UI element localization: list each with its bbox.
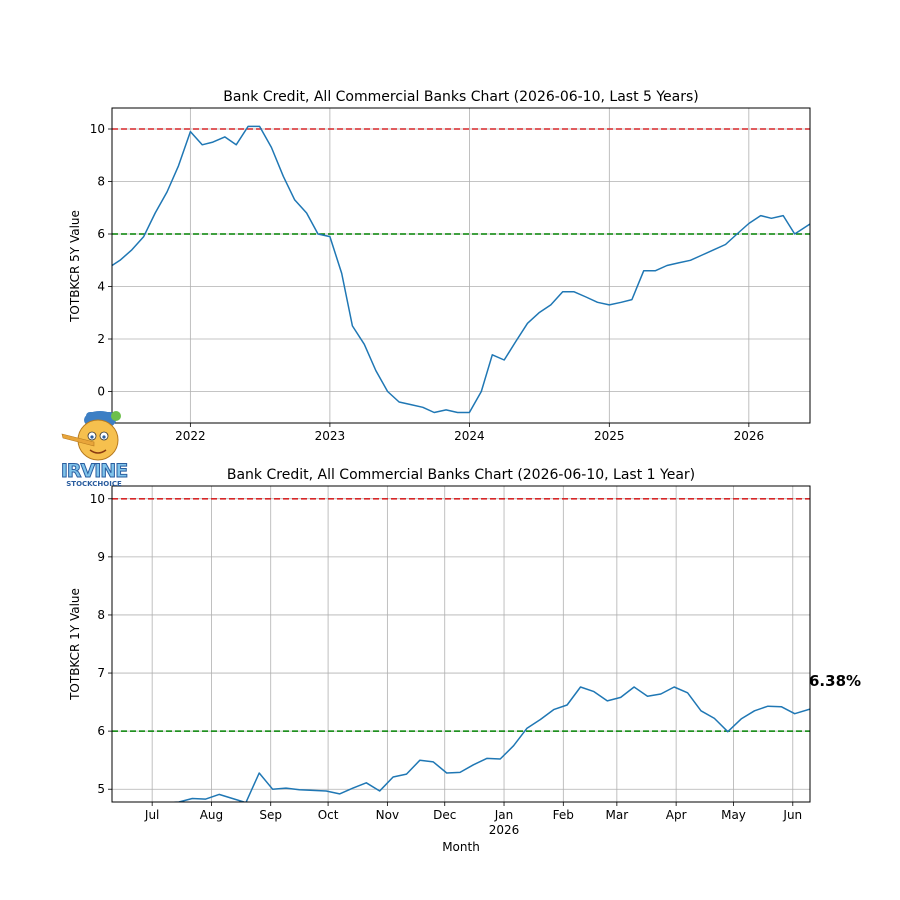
y-axis-label-5y: TOTBKCR 5Y Value [68,210,82,323]
x-tick-label-1y: Jan [494,808,514,822]
y-tick-label-5y: 6 [97,227,105,241]
x-tick-label-1y: Feb [553,808,574,822]
x-tick-label-1y: Sep [259,808,282,822]
y-tick-label-1y: 10 [90,492,105,506]
series-1y [164,686,810,802]
chart-title-1y: Bank Credit, All Commercial Banks Chart … [227,467,695,483]
series-5y [112,125,810,414]
x-tick-label-1y: May [721,808,746,822]
plot-frame-1y [111,485,811,803]
x-tick-label-5y: 2022 [175,429,206,443]
x-tick-label-1y: Jun [782,808,802,822]
chart-5y: 2022 2023 2024 2025 2026 0 2 4 6 8 10 Bank Credit,… [68,89,811,443]
series-line-1y [164,686,810,802]
y-tick-label-1y: 6 [97,724,105,738]
x-tick-label-5y: 2026 [734,429,765,443]
logo-wordmark: IRVINE [60,460,128,483]
y-tick-label-5y: 2 [97,332,105,346]
chart-title-5y: Bank Credit, All Commercial Banks Chart … [223,89,699,105]
x-tick-label-1y: Aug [200,808,223,822]
y-axis-label-1y: TOTBKCR 1Y Value [68,588,82,701]
reference-lines-1y [112,497,810,732]
plot-frame-5y [111,107,811,424]
y-tick-label-5y: 0 [97,385,105,399]
series-line-5y [112,125,810,414]
x-tick-label-1y: Nov [376,808,399,822]
y-tick-label-1y: 8 [97,608,105,622]
x-tick-sublabel-1y: 2026 [489,823,520,837]
reference-lines-5y [112,128,810,235]
x-tick-label-1y: Mar [606,808,629,822]
x-tick-label-1y: Dec [433,808,456,822]
logo-subtext: STOCKCHOICE [66,480,122,488]
last-value-annotation: 6.38% [809,672,861,690]
pinocchio-mascot-logo [61,411,121,461]
x-tick-label-1y: Oct [318,808,339,822]
y-tick-label-5y: 8 [97,175,105,189]
x-tick-label-5y: 2024 [454,429,485,443]
x-tick-label-1y: Apr [666,808,687,822]
plot-area-5y [112,108,810,423]
x-tick-label-5y: 2023 [315,429,346,443]
y-tick-label-5y: 4 [97,280,105,294]
y-tick-label-1y: 5 [97,782,105,796]
x-tick-label-1y: Jul [144,808,159,822]
plot-area-1y [112,486,810,802]
x-axis-label-1y: Month [442,840,480,854]
y-tick-label-5y: 10 [90,122,105,136]
ticks-5y: 2022 2023 2024 2025 2026 0 2 4 6 8 10 [90,122,764,443]
y-tick-label-1y: 9 [97,550,105,564]
y-tick-label-1y: 7 [97,666,105,680]
x-tick-label-5y: 2025 [594,429,625,443]
